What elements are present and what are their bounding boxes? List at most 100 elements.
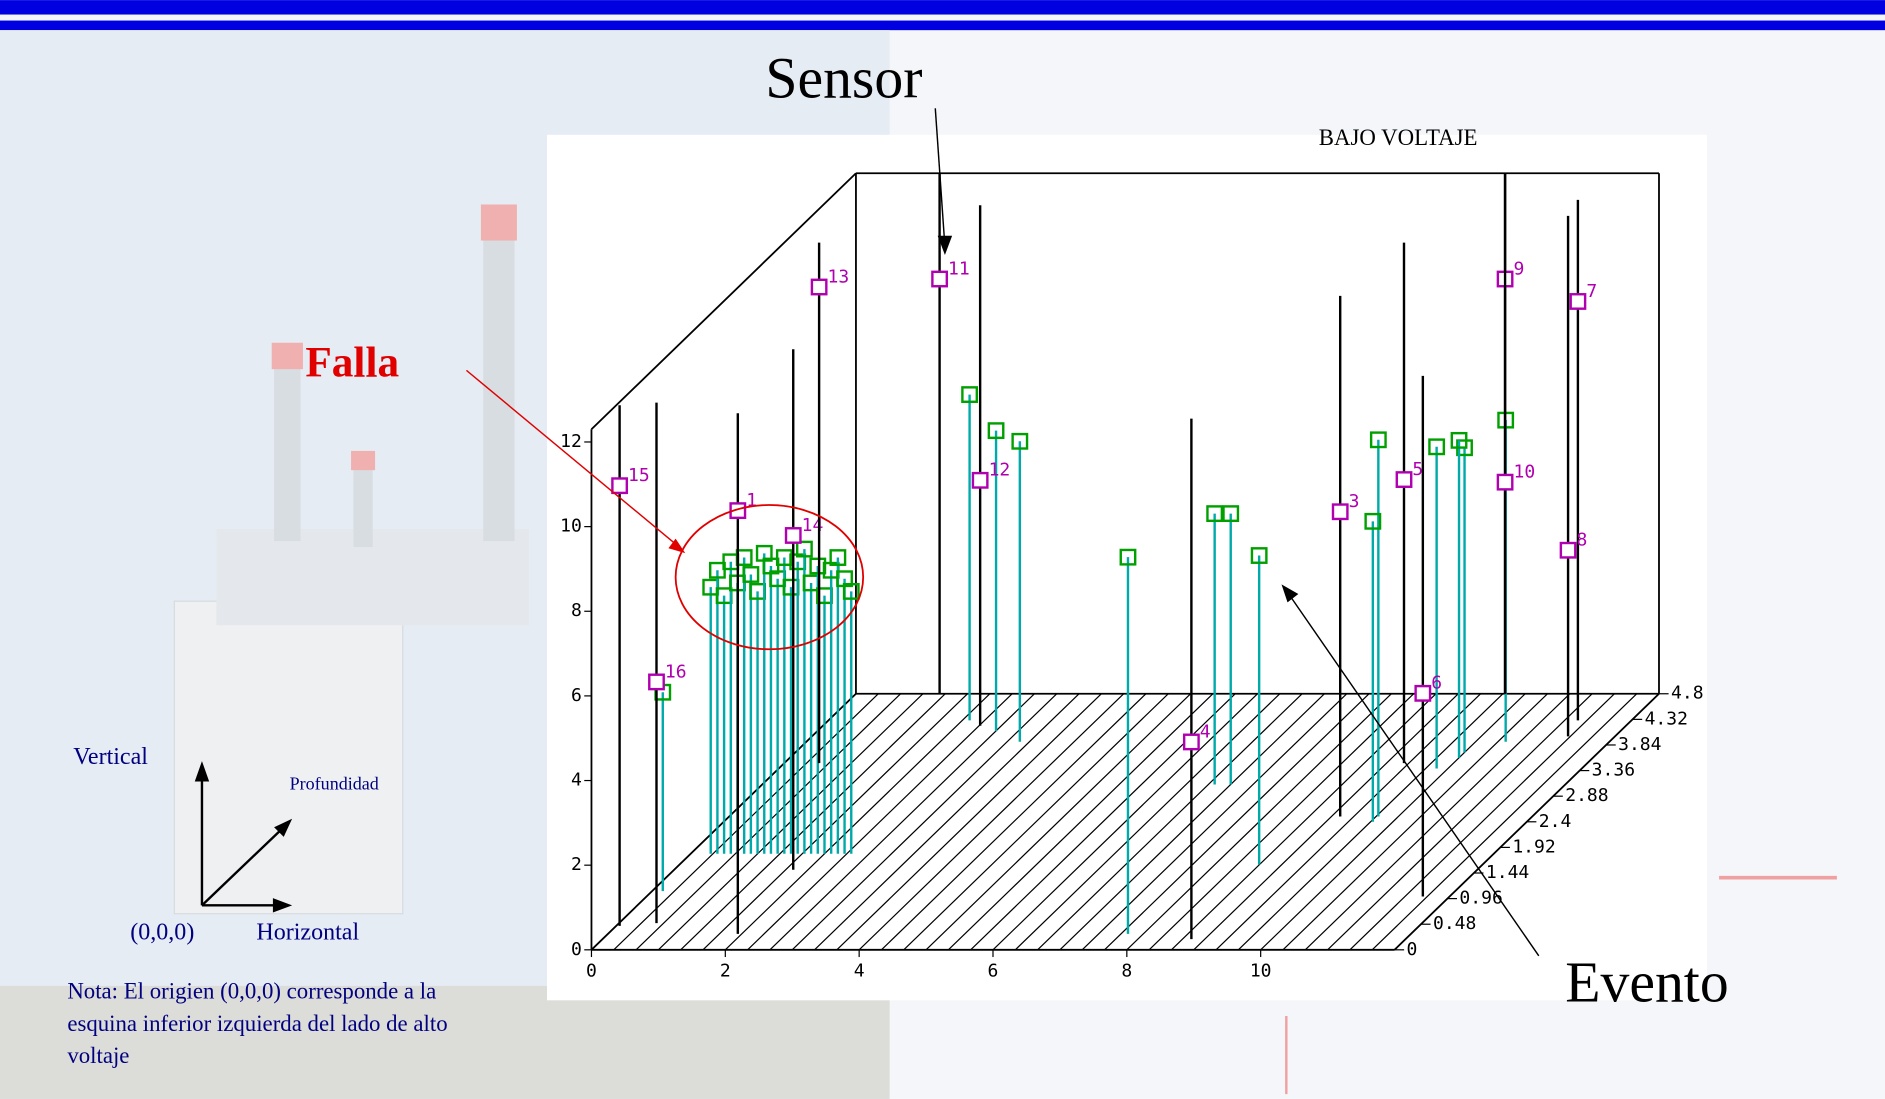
sensor-marker (810, 278, 828, 296)
sensor-label: 9 (1513, 258, 1524, 279)
sensor-marker (1569, 293, 1587, 310)
floor-hatch (1193, 693, 1459, 951)
sensor-label: 8 (1576, 530, 1587, 551)
floor-hatch (1282, 693, 1548, 951)
chart-title: BAJO VOLTAJE (1319, 125, 1478, 150)
top-band (0, 0, 1885, 15)
z-tick-label: 2 (571, 854, 582, 875)
fault-arrow (465, 369, 680, 548)
note-line: esquina inferior izquierda del lado de a… (67, 1011, 447, 1036)
bushing-cap (271, 342, 303, 370)
event-marker (1450, 431, 1468, 449)
vertical-label: Vertical (73, 744, 148, 770)
depth-tick-label: 2.88 (1565, 785, 1608, 806)
x-tick-label: 0 (586, 960, 597, 981)
sensor-marker (784, 527, 802, 544)
floor-hatch (702, 693, 968, 951)
floor-hatch (1171, 693, 1437, 951)
sensor-label: 13 (828, 266, 850, 287)
event-arrowhead (1281, 584, 1299, 603)
origin-label: (0,0,0) (130, 920, 194, 946)
depth-tick-label: 3.36 (1592, 760, 1635, 781)
sensor-label: 1 (746, 490, 757, 511)
plot: 0 2 4 6 8 10 12 0 2 4 6 8 10 0 0.48 0.96 1.44 1.92 2.4 2.88… (560, 172, 1704, 981)
event-marker (1428, 438, 1446, 456)
z-tick-label: 8 (571, 600, 582, 621)
arrowhead (272, 898, 293, 913)
bushing (353, 462, 373, 548)
sensor-label: 15 (628, 465, 650, 486)
z-tick-label: 0 (571, 939, 582, 960)
z-tick-label: 12 (560, 431, 582, 452)
event-marker (829, 549, 847, 566)
floor-hatch (1327, 693, 1593, 951)
fault-circle (674, 504, 865, 651)
fault-label: Falla (305, 339, 399, 387)
sensor-marker (971, 471, 989, 489)
bushing-cap (351, 450, 376, 471)
fault-arrowhead (668, 538, 686, 554)
z-tick-label: 10 (560, 516, 582, 537)
floor-hatch (680, 693, 946, 951)
floor-hatch (1081, 693, 1348, 951)
sensor-label: Sensor (765, 47, 922, 110)
sensor-marker (1496, 473, 1514, 491)
sensor-label: 12 (989, 460, 1011, 481)
x-tick-label: 8 (1121, 960, 1132, 981)
sensor-marker (648, 673, 665, 691)
note-line: voltaje (67, 1043, 129, 1068)
sensor-marker (1559, 541, 1577, 559)
floor-hatch (836, 693, 1102, 951)
z-tick-label: 4 (571, 770, 582, 791)
sensor-label: 10 (1513, 462, 1535, 483)
sensor-arrow (934, 108, 946, 247)
floor-hatch (1304, 693, 1571, 951)
depth-tick-label: 4.8 (1671, 683, 1704, 704)
floor-hatch (1104, 693, 1370, 951)
sensor-label: 7 (1586, 281, 1597, 302)
sensor-marker (1182, 733, 1200, 751)
event-marker (742, 566, 760, 583)
floor-hatch (881, 693, 1147, 951)
floor-hatch (814, 693, 1080, 951)
floor-hatch (925, 693, 1191, 951)
event-marker (1250, 547, 1268, 564)
top-band-thin (0, 20, 1885, 31)
event-marker (1011, 432, 1029, 450)
arrowhead (274, 818, 293, 837)
event-label: Evento (1565, 952, 1728, 1015)
depth-tick-label: 0.48 (1433, 913, 1476, 934)
sensor-marker (931, 270, 949, 288)
x-tick-label: 6 (988, 960, 999, 981)
floor-hatch (1014, 693, 1281, 951)
depth-tick-label: 4.32 (1645, 708, 1688, 729)
event-marker (1222, 505, 1240, 523)
floor-hatch (903, 693, 1169, 951)
note-line: Nota: El origien (0,0,0) corresponde a l… (67, 978, 436, 1003)
x-tick-label: 4 (854, 960, 865, 981)
top-edge (590, 172, 857, 430)
sensor-label: 16 (665, 661, 687, 682)
sensor-marker (1395, 471, 1413, 488)
sensor-arrowhead (937, 235, 953, 255)
floor-hatch (1371, 693, 1638, 951)
horizontal-label: Horizontal (256, 920, 359, 946)
floor-hatch (769, 693, 1035, 951)
floor-hatch (992, 693, 1258, 951)
event-marker (1119, 548, 1137, 566)
event-marker (1369, 431, 1387, 449)
sensor-label: 5 (1412, 459, 1423, 480)
event-marker (795, 540, 813, 558)
floor-hatch (747, 693, 1013, 951)
event-marker (842, 582, 860, 600)
depth-tick-label: 1.44 (1486, 862, 1529, 883)
event-marker (987, 422, 1005, 440)
photo-ground (0, 985, 890, 1099)
floor-hatch (1148, 693, 1415, 951)
depth-tick-label: 2.4 (1539, 811, 1572, 832)
floor-hatch (724, 693, 991, 951)
depth-tick-label: 3.84 (1618, 734, 1661, 755)
arrowhead (194, 761, 210, 782)
depth-tick-label: 0 (1407, 939, 1418, 960)
transformer-tank (173, 600, 404, 915)
